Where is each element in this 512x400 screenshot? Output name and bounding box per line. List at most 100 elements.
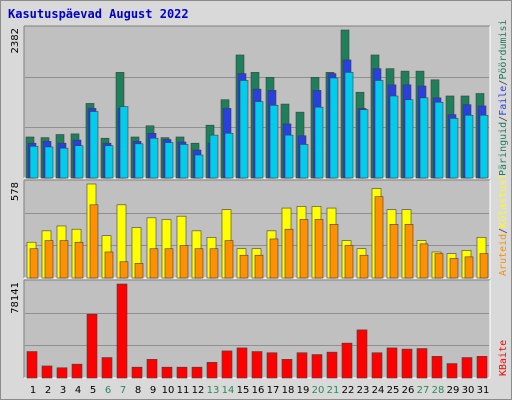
x-tick-label: 14 — [222, 385, 235, 396]
bar-kbytes — [401, 348, 413, 379]
x-tick-label: 1 — [30, 385, 36, 396]
bar-sites — [284, 228, 294, 279]
bar-kbytes — [386, 347, 398, 379]
x-tick-label: 27 — [417, 385, 430, 396]
x-tick-label: 20 — [312, 385, 325, 396]
x-axis-day-labels: 1 2 3 4 5 6 7 8 9 10 11 12 13 14 15 16 17 18 19 20 21 22 23 24 2… — [30, 385, 490, 396]
bar-pageviews — [374, 80, 384, 179]
bar-kbytes — [446, 363, 458, 379]
bar-kbytes — [416, 348, 428, 379]
bar-kbytes — [341, 342, 353, 379]
bar-kbytes — [131, 366, 143, 379]
bar-pageviews — [194, 154, 204, 179]
bar-kbytes — [281, 359, 293, 379]
bar-sites — [344, 245, 354, 279]
bar-sites — [329, 224, 339, 279]
x-tick-label: 8 — [135, 385, 141, 396]
x-tick-label: 12 — [192, 385, 205, 396]
x-tick-label: 5 — [90, 385, 96, 396]
bar-pageviews — [449, 118, 459, 179]
legend-middle: Aruteid / Külastusi — [498, 174, 509, 276]
x-tick-label: 4 — [75, 385, 81, 396]
x-tick-label: 17 — [267, 385, 280, 396]
bar-kbytes — [311, 354, 323, 379]
bar-kbytes — [431, 356, 443, 379]
bar-sites — [389, 224, 399, 279]
legend-kbytes: KBaite — [498, 340, 509, 376]
bar-sites — [164, 248, 174, 279]
bar-pageviews — [434, 101, 444, 179]
legend-separator: / — [498, 80, 509, 86]
bar-kbytes — [176, 366, 188, 379]
legend-sites: Aruteid — [498, 234, 509, 276]
bar-kbytes — [101, 357, 113, 379]
bar-kbytes — [221, 350, 233, 379]
bar-sites — [149, 248, 159, 279]
x-tick-label: 28 — [432, 385, 445, 396]
legend-pageviews: Päringuid — [498, 122, 509, 176]
x-tick-label: 11 — [177, 385, 190, 396]
bar-sites — [224, 240, 234, 279]
x-tick-label: 29 — [447, 385, 460, 396]
legend-files: Faile — [498, 86, 509, 116]
legend-bottom: KBaite — [498, 340, 509, 376]
bar-kbytes — [236, 347, 248, 379]
x-tick-label: 9 — [150, 385, 156, 396]
bar-pageviews — [209, 134, 219, 179]
bar-pageviews — [134, 143, 144, 179]
bar-kbytes — [56, 367, 68, 379]
bar-pageviews — [59, 147, 69, 179]
bar-kbytes — [251, 351, 263, 379]
bar-sites — [89, 204, 99, 279]
bar-sites — [359, 254, 369, 279]
bar-kbytes — [161, 366, 173, 379]
x-tick-label: 16 — [252, 385, 265, 396]
bar-sites — [479, 253, 489, 279]
x-tick-label: 10 — [162, 385, 175, 396]
bar-sites — [434, 253, 444, 279]
bar-kbytes — [86, 313, 98, 379]
bar-kbytes — [266, 352, 278, 379]
bar-pageviews — [104, 145, 114, 179]
x-tick-label: 30 — [462, 385, 475, 396]
panel-hits — [23, 25, 491, 179]
bar-kbytes — [371, 352, 383, 379]
legend-separator: / — [498, 228, 509, 234]
bar-pageviews — [419, 97, 429, 179]
bar-kbytes — [206, 362, 218, 379]
bar-pageviews — [179, 144, 189, 179]
bar-kbytes — [41, 365, 53, 379]
bar-pageviews — [389, 95, 399, 179]
y-max-label-middle: 578 — [10, 182, 21, 201]
bar-pageviews — [254, 101, 264, 179]
bar-kbytes — [191, 366, 203, 379]
bar-kbytes — [116, 283, 128, 379]
bar-sites — [404, 224, 414, 279]
x-tick-label: 31 — [477, 385, 490, 396]
x-tick-label: 23 — [357, 385, 370, 396]
bar-kbytes — [476, 356, 488, 379]
legend-hits: Pöördumisi — [498, 19, 509, 79]
bar-pageviews — [164, 142, 174, 179]
x-tick-label: 25 — [387, 385, 400, 396]
bar-sites — [299, 219, 309, 279]
bar-pageviews — [299, 144, 309, 179]
x-tick-label: 13 — [207, 385, 220, 396]
legend-separator: / — [498, 116, 509, 122]
bar-pageviews — [269, 105, 279, 179]
bar-kbytes — [296, 352, 308, 379]
bar-sites — [119, 261, 129, 279]
bar-sites — [59, 240, 69, 279]
bar-sites — [269, 238, 279, 279]
x-tick-label: 2 — [45, 385, 51, 396]
bar-sites — [44, 240, 54, 279]
bar-sites — [374, 196, 384, 279]
bar-sites — [464, 256, 474, 279]
legend-visits: Külastusi — [498, 174, 509, 228]
bar-sites — [314, 219, 324, 279]
chart-title: Kasutuspäevad August 2022 — [8, 7, 189, 21]
bar-sites — [254, 254, 264, 279]
x-tick-label: 19 — [297, 385, 310, 396]
y-max-label-bottom: 78141 — [10, 282, 21, 314]
